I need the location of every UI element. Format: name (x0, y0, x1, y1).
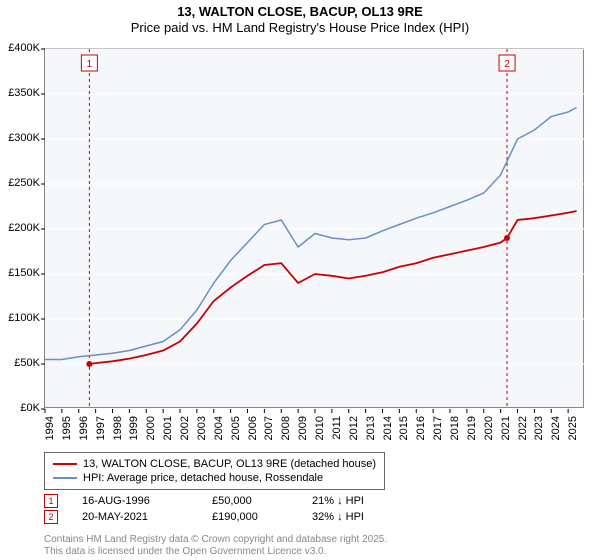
legend-row: 13, WALTON CLOSE, BACUP, OL13 9RE (detac… (53, 457, 376, 471)
x-tick-label: 2024 (550, 416, 562, 440)
x-tick-label: 2025 (567, 416, 579, 440)
y-tick-label: £200K (8, 222, 40, 234)
x-tick-label: 2004 (213, 416, 225, 440)
chart-plot-area: 12 (44, 48, 584, 408)
svg-text:1: 1 (87, 59, 93, 70)
x-tick-label: 1999 (128, 416, 140, 440)
x-tick-label: 2009 (297, 416, 309, 440)
y-tick-label: £100K (8, 312, 40, 324)
attribution-line2: This data is licensed under the Open Gov… (44, 546, 387, 558)
x-tick-label: 2015 (398, 416, 410, 440)
x-tick-label: 2022 (517, 416, 529, 440)
marker-table: 1 16-AUG-1996£50,00021% ↓ HPI 2 20-MAY-2021… (44, 494, 432, 526)
y-tick-label: £150K (8, 267, 40, 279)
chart-title-sub: Price paid vs. HM Land Registry's House … (0, 20, 600, 35)
marker-table-row: 2 20-MAY-2021£190,00032% ↓ HPI (44, 510, 432, 524)
x-tick-label: 2023 (533, 416, 545, 440)
x-tick-label: 2016 (415, 416, 427, 440)
y-tick-label: £400K (8, 42, 40, 54)
legend-label: 13, WALTON CLOSE, BACUP, OL13 9RE (detac… (83, 458, 376, 470)
x-tick-label: 2006 (247, 416, 259, 440)
marker-badge: 1 (44, 494, 58, 508)
marker-pct: 21% ↓ HPI (312, 495, 432, 507)
x-tick-label: 2002 (179, 416, 191, 440)
y-axis-labels: £0K£50K£100K£150K£200K£250K£300K£350K£40… (0, 48, 42, 408)
marker-price: £50,000 (212, 495, 312, 507)
x-tick-label: 2012 (348, 416, 360, 440)
legend: 13, WALTON CLOSE, BACUP, OL13 9RE (detac… (44, 452, 385, 490)
x-tick-label: 2007 (263, 416, 275, 440)
attribution: Contains HM Land Registry data © Crown c… (44, 534, 387, 558)
x-tick-label: 2014 (382, 416, 394, 440)
marker-table-row: 1 16-AUG-1996£50,00021% ↓ HPI (44, 494, 432, 508)
x-tick-label: 2020 (483, 416, 495, 440)
x-tick-label: 1997 (95, 416, 107, 440)
chart-title-main: 13, WALTON CLOSE, BACUP, OL13 9RE (0, 4, 600, 19)
legend-row: HPI: Average price, detached house, Ross… (53, 471, 376, 485)
x-tick-label: 2017 (432, 416, 444, 440)
x-tick-label: 1996 (78, 416, 90, 440)
x-tick-label: 2019 (466, 416, 478, 440)
x-tick-label: 2011 (331, 416, 343, 440)
legend-swatch (53, 463, 77, 465)
marker-price: £190,000 (212, 511, 312, 523)
x-tick-label: 2003 (196, 416, 208, 440)
x-tick-label: 2005 (230, 416, 242, 440)
svg-text:2: 2 (504, 59, 510, 70)
x-tick-label: 2021 (500, 416, 512, 440)
x-axis-labels: 1994 1995 1996 1997 1998 1999 2000 2001 2002 2003… (44, 412, 584, 452)
y-tick-label: £0K (20, 402, 40, 414)
marker-badge: 2 (44, 510, 58, 524)
y-tick-label: £50K (14, 357, 40, 369)
legend-swatch (53, 477, 77, 479)
x-tick-label: 1995 (61, 416, 73, 440)
x-tick-label: 1998 (112, 416, 124, 440)
legend-label: HPI: Average price, detached house, Ross… (83, 472, 323, 484)
chart-svg: 12 (45, 49, 583, 407)
x-tick-label: 2010 (314, 416, 326, 440)
y-tick-label: £300K (8, 132, 40, 144)
y-tick-label: £350K (8, 87, 40, 99)
chart-title-block: 13, WALTON CLOSE, BACUP, OL13 9RE Price … (0, 0, 600, 35)
y-tick-label: £250K (8, 177, 40, 189)
x-tick-label: 2001 (162, 416, 174, 440)
x-tick-label: 2018 (449, 416, 461, 440)
x-tick-label: 2008 (280, 416, 292, 440)
x-tick-label: 1994 (44, 416, 56, 440)
x-tick-label: 2000 (145, 416, 157, 440)
marker-date: 16-AUG-1996 (82, 495, 212, 507)
attribution-line1: Contains HM Land Registry data © Crown c… (44, 534, 387, 546)
marker-date: 20-MAY-2021 (82, 511, 212, 523)
marker-pct: 32% ↓ HPI (312, 511, 432, 523)
x-tick-label: 2013 (365, 416, 377, 440)
